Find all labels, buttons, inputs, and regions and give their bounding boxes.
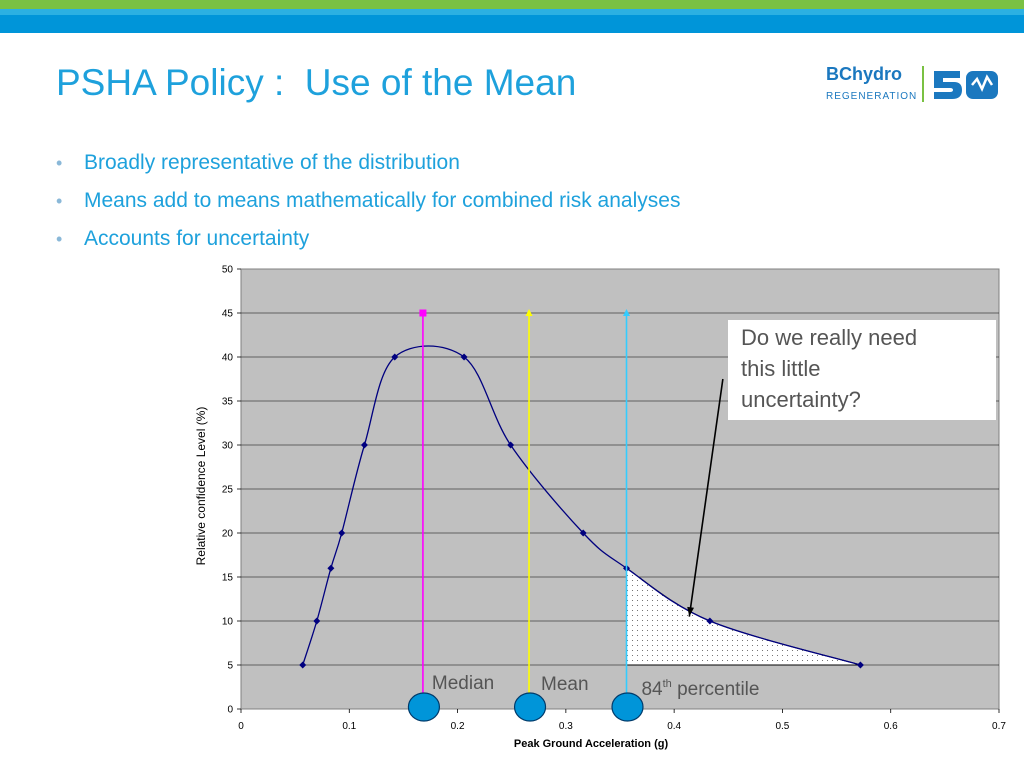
y-tick-label: 20 [222, 529, 234, 540]
data-point-marker [338, 529, 346, 537]
percentile-number: 84 [641, 679, 663, 700]
x-tick-label: 0.1 [342, 721, 356, 732]
x-tick-label: 0.6 [884, 721, 898, 732]
selector-circle [407, 692, 441, 722]
percentile-label: 84th percentile [641, 678, 759, 700]
x-tick-label: 0.5 [775, 721, 789, 732]
selector-circle [611, 692, 644, 722]
data-point-marker [313, 617, 321, 625]
bullet-dot-icon: • [56, 229, 63, 249]
psha-chart: 0 5 10 15 20 25 30 35 40 45 50 0 0.1 0.2 0.3 0.4 0.5 0.6 0… [194, 265, 1006, 751]
median-label: Median [432, 673, 494, 694]
bullet-text: Accounts for uncertainty [84, 227, 310, 250]
bullet-text: Means add to means mathematically for co… [84, 189, 681, 212]
y-tick-label: 30 [222, 441, 234, 452]
logo-50-mark [934, 71, 998, 99]
y-tick-label: 50 [222, 265, 234, 276]
vertical-line-marker [622, 309, 630, 316]
bullet-item: • Means add to means mathematically for c… [56, 186, 680, 224]
y-tick-label: 45 [222, 309, 234, 320]
data-point-marker [507, 441, 515, 449]
y-tick-label: 35 [222, 397, 234, 408]
annotation-text-line: Do we really need [741, 325, 917, 350]
header-green-bar [0, 0, 1024, 9]
bullet-dot-icon: • [56, 153, 63, 173]
annotation-text-line: uncertainty? [741, 387, 861, 412]
x-tick-label: 0 [238, 721, 244, 732]
data-point-marker [856, 661, 864, 669]
mean-label: Mean [541, 674, 589, 695]
bullet-item: • Broadly representative of the distribut… [56, 148, 680, 186]
x-tick-label: 0.3 [559, 721, 573, 732]
y-tick-label: 15 [222, 573, 234, 584]
logo-brand-text: BChydro [826, 64, 902, 84]
data-point-marker [460, 353, 468, 361]
header-blue-bar [0, 15, 1024, 33]
percentile-superscript: th [663, 678, 672, 690]
logo-divider [922, 66, 924, 102]
selector-circle [513, 692, 547, 722]
x-tick-label: 0.7 [992, 721, 1006, 732]
bullet-list: • Broadly representative of the distribut… [56, 148, 680, 262]
y-tick-label: 0 [227, 705, 233, 716]
annotation-text-line: this little [741, 356, 820, 381]
y-tick-label: 25 [222, 485, 234, 496]
annotation-box [728, 320, 996, 420]
data-point-marker [391, 353, 399, 361]
data-point-marker [327, 564, 335, 572]
y-tick-label: 40 [222, 353, 234, 364]
y-tick-label: 10 [222, 617, 234, 628]
vertical-line-marker [525, 309, 533, 316]
bullet-item: • Accounts for uncertainty [56, 224, 680, 262]
logo-tagline-text: REGENERATION [826, 91, 918, 102]
bullet-text: Broadly representative of the distributi… [84, 151, 460, 174]
y-axis-title: Relative confidence Level (%) [194, 407, 208, 566]
percentile-word: percentile [672, 679, 760, 700]
annotation-arrowhead [687, 606, 695, 617]
data-point-marker [360, 441, 368, 449]
x-axis-title: Peak Ground Acceleration (g) [514, 738, 669, 750]
x-tick-label: 0.4 [667, 721, 681, 732]
annotation-arrow [688, 378, 724, 617]
bullet-dot-icon: • [56, 191, 63, 211]
x-tick-label: 0.2 [451, 721, 465, 732]
data-point-marker [706, 617, 714, 625]
data-point-marker [579, 529, 587, 537]
vertical-line-marker [419, 309, 427, 317]
bchydro-logo: BChydro REGENERATION [826, 64, 1006, 108]
y-tick-label: 5 [227, 661, 233, 672]
data-point-marker [299, 661, 307, 669]
slide-title: PSHA Policy : Use of the Mean [56, 62, 577, 103]
header-light-blue-bar [0, 9, 1024, 15]
